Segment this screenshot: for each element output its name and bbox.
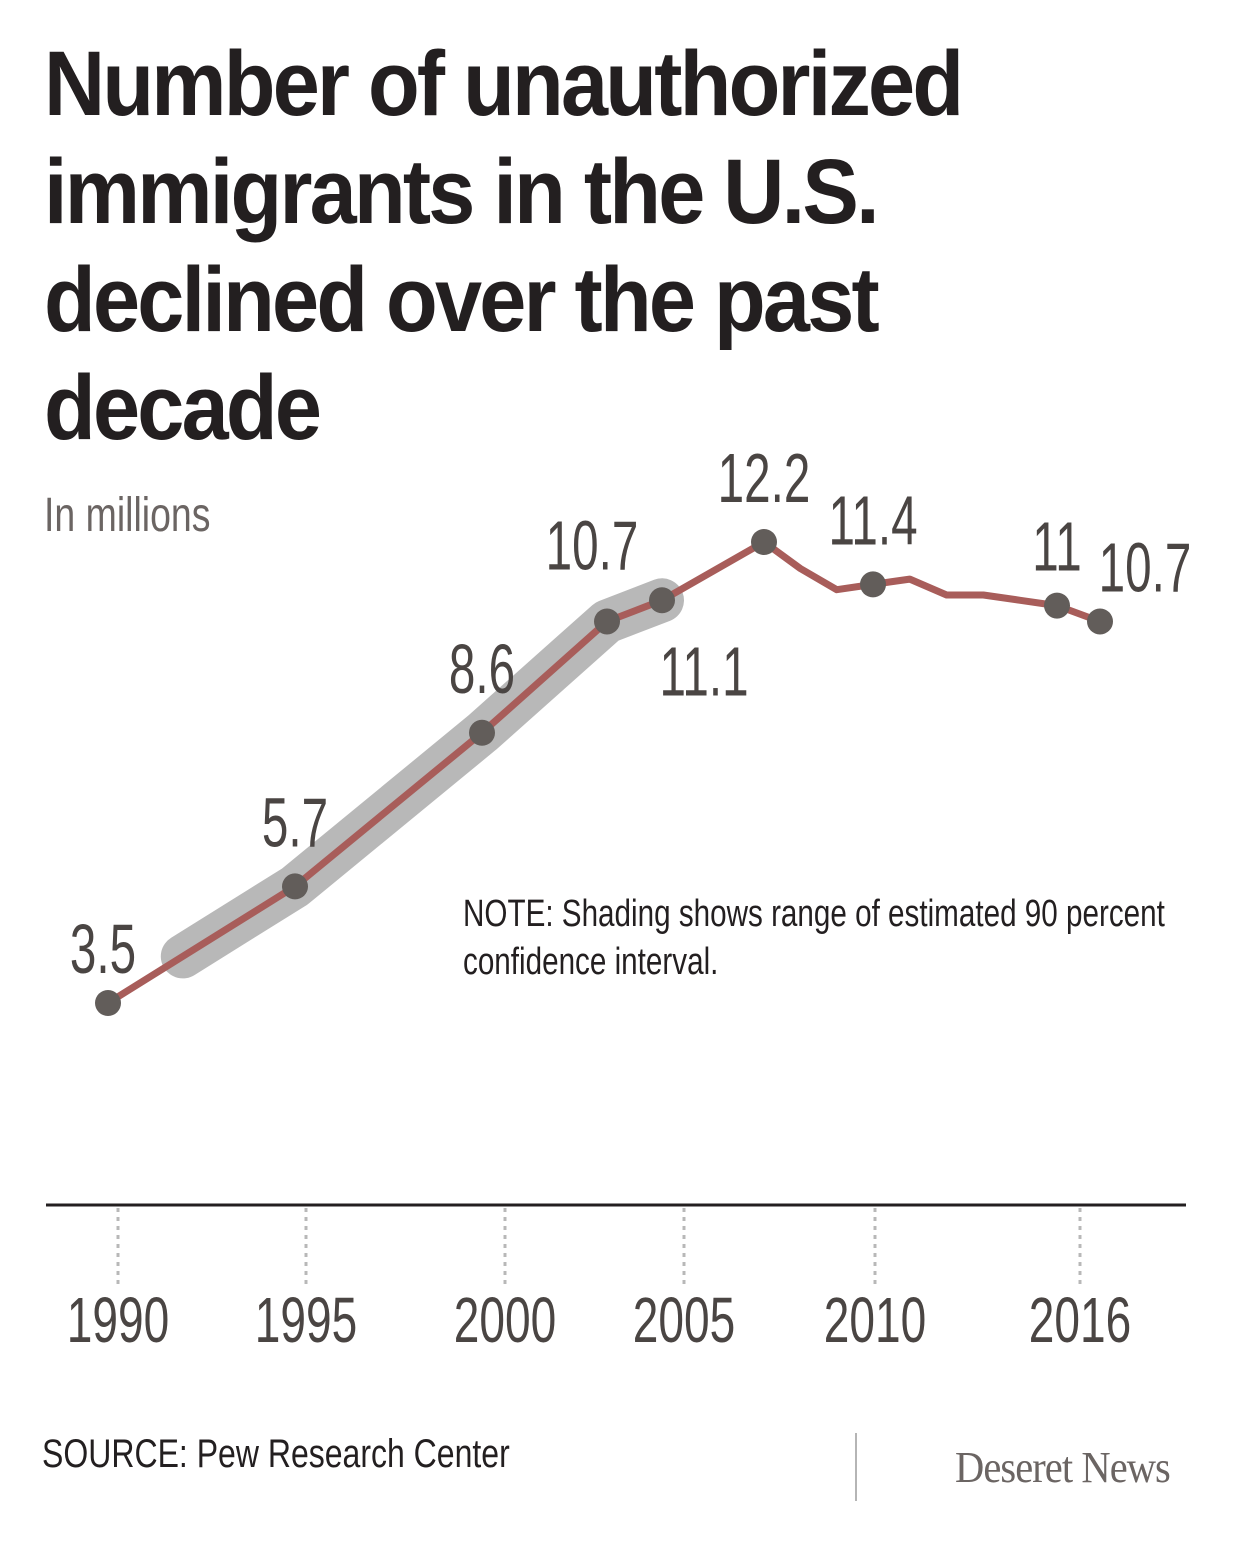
- data-point: [469, 719, 495, 746]
- data-labels-layer: 3.55.78.610.711.112.211.4 11 10.7: [70, 439, 1191, 988]
- source-text: SOURCE: Pew Research Center: [42, 1432, 510, 1476]
- data-points-layer: [95, 529, 1113, 1016]
- x-tick-label: 1990: [67, 1285, 169, 1356]
- data-label: 5.7: [262, 783, 328, 861]
- data-point: [1087, 608, 1113, 635]
- data-label: 10.7: [546, 506, 639, 584]
- data-label: 8.6: [449, 630, 515, 708]
- brand-logo: Deseret News: [955, 1443, 1171, 1492]
- data-label: 11.4: [828, 481, 917, 559]
- data-point: [751, 529, 777, 555]
- data-point: [282, 873, 308, 900]
- data-point: [860, 571, 886, 598]
- x-tick-label: 1995: [255, 1285, 357, 1356]
- x-tick-label: 2000: [454, 1285, 556, 1356]
- data-point: [1044, 592, 1070, 619]
- data-label: 11.1: [659, 632, 748, 710]
- data-label: 3.5: [70, 910, 136, 988]
- data-point: [594, 608, 620, 635]
- series-line: [106, 538, 1102, 1006]
- x-axis: 1990 1995 2000 2005 2010 2016: [46, 1203, 1186, 1356]
- chart-title: Number of unauthorized immigrants in the…: [44, 33, 964, 459]
- footer-divider: [855, 1433, 857, 1501]
- series-line-layer: [106, 538, 1102, 1006]
- x-tick-label: 2016: [1029, 1285, 1131, 1356]
- data-label: 11: [1032, 507, 1081, 585]
- data-label: 12.2: [718, 439, 811, 517]
- data-point: [95, 990, 121, 1016]
- chart-note: NOTE: Shading shows range of estimated 9…: [463, 893, 1165, 983]
- x-tick-label: 2010: [824, 1285, 926, 1356]
- x-tick-label: 2005: [633, 1285, 735, 1356]
- chart-subtitle: In millions: [44, 489, 211, 542]
- data-label: 10.7: [1099, 528, 1192, 606]
- data-point: [649, 587, 675, 614]
